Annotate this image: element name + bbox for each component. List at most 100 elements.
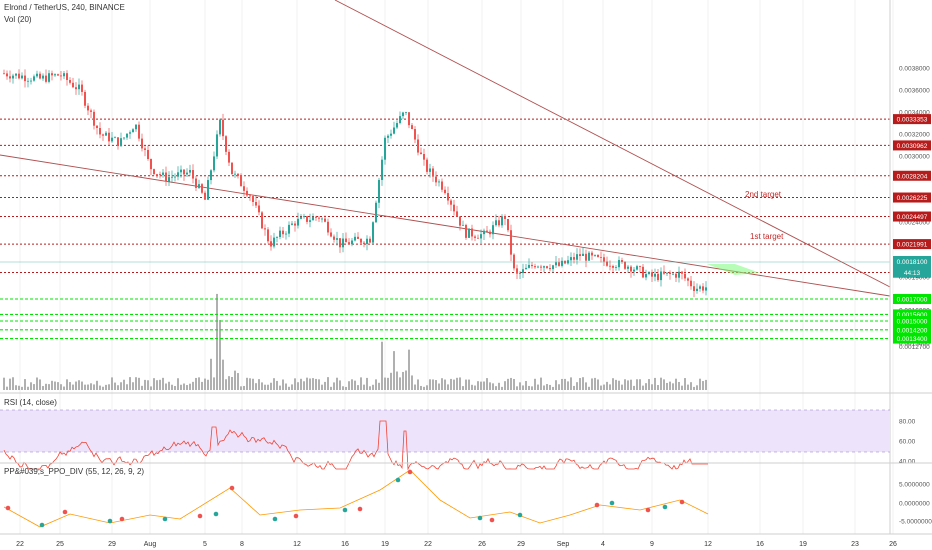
candle-body <box>702 286 704 291</box>
volume-bar <box>579 378 581 390</box>
candle-body <box>42 75 44 79</box>
volume-bar <box>450 378 452 390</box>
resistance-value: 0.0030962 <box>897 143 928 150</box>
support-value: 0.0014200 <box>897 327 928 334</box>
candle-body <box>462 224 464 226</box>
volume-bar <box>261 382 263 390</box>
volume-bar <box>561 378 563 390</box>
ppo-pane[interactable]: PP&#039;s_PPO_DIV (55, 12, 26, 9, 2) 5.0… <box>3 467 932 528</box>
volume-title[interactable]: Vol (20) <box>4 15 32 24</box>
candle-body <box>489 231 491 235</box>
volume-bar <box>408 349 410 390</box>
candle-body <box>687 278 689 281</box>
volume-bar <box>15 385 17 390</box>
volume-bar <box>498 382 500 390</box>
candle-body <box>471 228 473 237</box>
volume-bar <box>588 386 590 390</box>
resistance-tag <box>893 192 931 203</box>
candle-body <box>657 273 659 281</box>
candle-body <box>615 267 617 268</box>
time-tick-label: 19 <box>799 541 807 548</box>
candle-body <box>492 225 494 235</box>
candle-body <box>30 80 32 82</box>
main-pane[interactable] <box>0 0 890 391</box>
support-tag <box>893 324 931 335</box>
volume-bar <box>393 351 395 390</box>
volume-bar <box>84 384 86 390</box>
volume-bar <box>444 379 446 390</box>
resistance-tag <box>893 211 931 222</box>
candle-body <box>174 176 176 178</box>
volume-bar <box>441 378 443 390</box>
volume-bar <box>147 380 149 390</box>
volume-bar <box>480 381 482 390</box>
volume-bar <box>360 377 362 390</box>
candle-body <box>192 170 194 179</box>
rsi-pane[interactable]: RSI (14, close) 80.00 60.00 40.00 <box>0 398 916 471</box>
candle-body <box>543 266 545 268</box>
candle-body <box>96 125 98 128</box>
volume-bar <box>108 384 110 390</box>
volume-bar <box>315 378 317 390</box>
candle-body <box>528 264 530 268</box>
candle-body <box>552 265 554 270</box>
candle-body <box>6 73 8 77</box>
candle-body <box>279 230 281 237</box>
candle-body <box>690 280 692 287</box>
candle-body <box>261 212 263 229</box>
candle-body <box>84 91 86 106</box>
volume-bar <box>345 386 347 390</box>
candle-body <box>381 159 383 180</box>
candle-body <box>519 273 521 274</box>
candle-body <box>447 193 449 201</box>
ppo-divergence-dot <box>213 511 219 517</box>
volume-bar <box>207 379 209 390</box>
time-axis[interactable]: 22 25 29 Aug 5 8 12 16 19 22 26 29 Sep 4 9 12 16 19 23 26 <box>16 541 897 548</box>
candle-body <box>225 136 227 152</box>
volume-bar <box>663 379 665 390</box>
candle-body <box>696 288 698 292</box>
ppo-title[interactable]: PP&#039;s_PPO_DIV (55, 12, 26, 9, 2) <box>4 467 144 476</box>
volume-bar <box>6 386 8 390</box>
candle-body <box>486 230 488 232</box>
rsi-title[interactable]: RSI (14, close) <box>4 398 57 407</box>
volume-bar <box>555 380 557 390</box>
candle-body <box>606 261 608 266</box>
ppo-divergence-dot <box>679 499 685 505</box>
volume-bar <box>303 381 305 390</box>
candle-body <box>417 139 419 153</box>
candle-body <box>306 216 308 222</box>
candle-body <box>525 267 527 270</box>
candle-body <box>264 228 266 230</box>
price-tick-label: 0.0013000 <box>899 341 930 348</box>
volume-bar <box>468 379 470 390</box>
candle-body <box>441 181 443 190</box>
volume-bar <box>495 386 497 390</box>
volume-bar <box>144 379 146 390</box>
ppo-divergence-dot <box>477 515 483 521</box>
candle-body <box>444 189 446 194</box>
candle-body <box>117 137 119 147</box>
volume-bar <box>630 379 632 390</box>
candle-body <box>624 261 626 269</box>
volume-bar <box>36 377 38 390</box>
price-axis[interactable]: 0.0038000 0.0036000 0.0034000 0.0032000 0.00… <box>889 0 931 534</box>
candle-body <box>24 75 26 82</box>
volume-bar <box>45 383 47 390</box>
volume-bar <box>570 377 572 390</box>
symbol-title[interactable]: Elrond / TetherUS, 240, BINANCE <box>4 3 125 12</box>
candle-body <box>111 137 113 142</box>
candle-body <box>459 216 461 226</box>
time-tick-label: 29 <box>517 541 525 548</box>
candle-body <box>210 170 212 181</box>
candle-body <box>54 74 56 76</box>
volume-bar <box>474 385 476 390</box>
volume-bar <box>177 378 179 390</box>
volume-bar <box>471 384 473 390</box>
volume-bar <box>429 379 431 390</box>
resistance-tag <box>893 140 931 151</box>
candle-body <box>156 174 158 175</box>
volume-bar <box>246 377 248 390</box>
candle-body <box>579 254 581 257</box>
